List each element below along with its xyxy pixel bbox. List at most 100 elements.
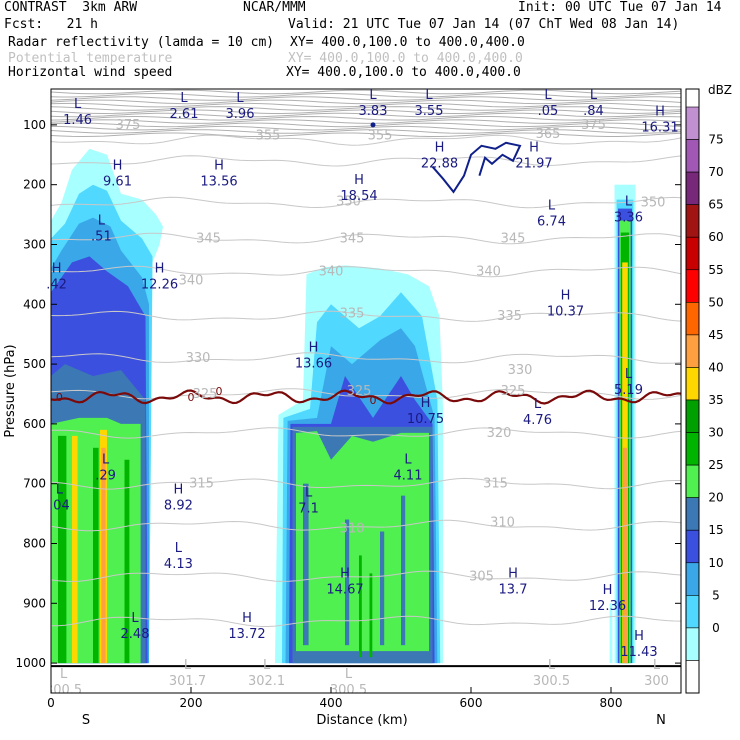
wind-extremum-value: 3.36 xyxy=(614,210,643,225)
jet-contour xyxy=(431,141,522,194)
freezing-level-label: 0 xyxy=(370,394,377,407)
x-tick-label: 800 xyxy=(600,696,623,710)
theta-label: 355 xyxy=(256,129,281,144)
wind-dot xyxy=(370,122,376,128)
theta-upper-contour xyxy=(51,109,681,115)
theta-upper-contour xyxy=(51,132,681,138)
colorbar-level-label: 40 xyxy=(708,360,723,374)
wind-extremum-mark: H xyxy=(174,483,184,498)
colorbar-level-label: 70 xyxy=(708,165,723,179)
wind-extremum-mark: H xyxy=(634,629,644,644)
wind-extremum-mark: L xyxy=(548,199,556,214)
colorbar-swatch xyxy=(685,367,700,401)
theta-label: 345 xyxy=(501,232,526,247)
wind-extremum-mark: H xyxy=(603,583,613,598)
colorbar-swatch xyxy=(685,432,700,466)
colorbar-level-label: 10 xyxy=(708,556,723,570)
surface-theta-value: 302.1 xyxy=(248,674,285,689)
theta-label: 340 xyxy=(179,273,204,288)
surface-theta-mark: L xyxy=(548,658,556,673)
echo-right-45dbz xyxy=(622,447,628,664)
echo-mid-35dbz-streak xyxy=(369,573,373,658)
wind-extremum-value: 10.37 xyxy=(547,304,584,319)
theta-label: 350 xyxy=(641,196,666,211)
theta-contour xyxy=(51,570,681,582)
echo-mid-streak xyxy=(401,495,406,646)
wind-extremum-value: 13.56 xyxy=(200,174,237,189)
theta-label: 325 xyxy=(501,384,526,399)
wind-extremum-mark: L xyxy=(625,367,633,382)
theta-contour xyxy=(51,155,681,167)
field-label-reflectivity: Radar reflectivity (lamda = 10 cm) xyxy=(8,35,275,50)
colorbar-swatch xyxy=(685,106,700,140)
colorbar-swatch xyxy=(685,529,700,564)
theta-label: 330 xyxy=(508,363,533,378)
wind-extremum-mark: L xyxy=(369,88,377,103)
wind-extremum-mark: H xyxy=(113,158,123,173)
wind-extremum-mark: L xyxy=(180,91,188,106)
wind-extremum-mark: L xyxy=(625,194,633,209)
wind-extremum-mark: L xyxy=(534,397,542,412)
wind-extremum-value: 3.96 xyxy=(226,107,255,122)
wind-extremum-mark: H xyxy=(435,141,445,156)
x-axis-title: Distance (km) xyxy=(316,713,407,728)
wind-extremum-value: 21.97 xyxy=(515,157,552,172)
x-tick-label: 600 xyxy=(460,696,483,710)
colorbar-level-label: 5 xyxy=(712,588,720,602)
theta-label: 365 xyxy=(536,127,561,142)
theta-label: 375 xyxy=(116,118,141,133)
echo-left-35dbz-a xyxy=(58,435,67,664)
wind-extremum-mark: H xyxy=(242,611,252,626)
wind-extremum-mark: L xyxy=(74,97,82,112)
echo-right-small xyxy=(609,603,613,664)
valid-time: Valid: 21 UTC Tue 07 Jan 14 (07 ChT Wed … xyxy=(288,17,680,32)
colorbar-level-label: 0 xyxy=(712,621,720,635)
theta-label: 315 xyxy=(189,477,214,492)
colorbar-level-label: 50 xyxy=(708,295,723,309)
colorbar-swatch xyxy=(685,139,700,173)
theta-label: 325 xyxy=(347,384,372,399)
theta-label: 375 xyxy=(581,118,606,133)
theta-upper-contour xyxy=(51,125,681,131)
colorbar-swatch xyxy=(685,595,700,629)
colorbar-level-label: 15 xyxy=(708,523,723,537)
wind-extremum-mark: H xyxy=(508,566,518,581)
theta-contour xyxy=(51,265,681,278)
wind-extremum-mark: H xyxy=(340,566,350,581)
wind-extremum-value: .84 xyxy=(583,104,604,119)
wind-extremum-mark: L xyxy=(544,88,552,103)
theta-label: 320 xyxy=(487,426,512,441)
y-tick-label: 1000 xyxy=(15,656,46,670)
y-tick-label: 300 xyxy=(23,237,46,251)
theta-contour xyxy=(51,310,681,322)
wind-extremum-mark: H xyxy=(561,288,571,303)
wind-extremum-value: 8.92 xyxy=(164,499,193,514)
colorbar-level-label: 20 xyxy=(708,491,723,505)
theta-label: 340 xyxy=(319,264,344,279)
wind-extremum-mark: L xyxy=(590,88,598,103)
wind-extremum-value: 5.19 xyxy=(614,383,643,398)
freezing-level-label: 0 xyxy=(188,391,195,404)
wind-extremum-value: 1.46 xyxy=(63,113,92,128)
colorbar-unit: dBZ xyxy=(708,83,732,97)
wind-extremum-mark: H xyxy=(529,141,539,156)
theta-upper-contour xyxy=(51,102,681,108)
wind-extremum-mark: H xyxy=(421,396,431,411)
wind-extremum-value: 16.31 xyxy=(641,121,678,136)
theta-upper-contour xyxy=(51,89,681,95)
surface-theta-value: 300.5 xyxy=(533,674,570,689)
wind-extremum-value: 14.67 xyxy=(326,582,363,597)
theta-label: 345 xyxy=(196,232,221,247)
y-tick-label: 100 xyxy=(23,118,46,132)
colorbar-level-label: 65 xyxy=(708,198,723,212)
wind-extremum-mark: L xyxy=(175,541,183,556)
wind-extremum-value: 18.54 xyxy=(340,189,377,204)
surface-theta-mark: L xyxy=(60,667,68,682)
theta-contour xyxy=(51,519,681,532)
colorbar-level-label: 55 xyxy=(708,263,723,277)
source-label: NCAR/MMM xyxy=(243,0,306,15)
freezing-level-line xyxy=(51,389,681,405)
wind-extremum-value: 22.88 xyxy=(421,157,458,172)
y-tick-label: 200 xyxy=(23,178,46,192)
theta-label: 345 xyxy=(340,232,365,247)
